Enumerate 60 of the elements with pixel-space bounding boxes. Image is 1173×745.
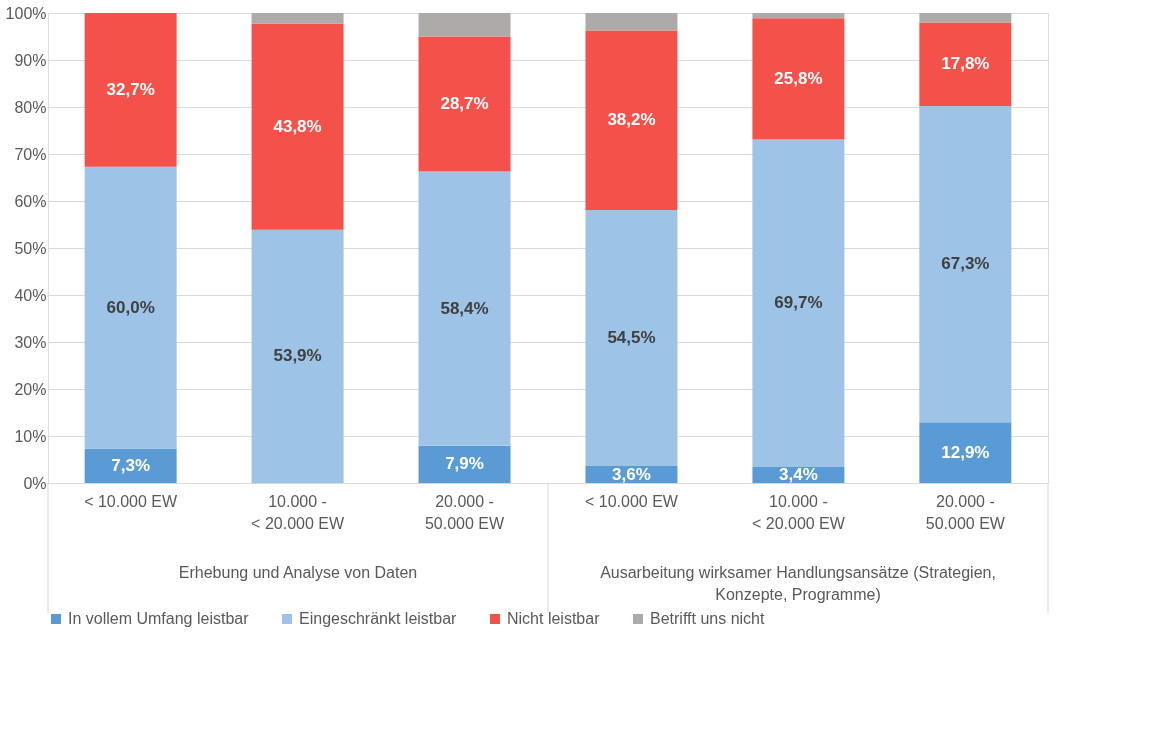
y-tick-label: 10%: [14, 427, 47, 445]
data-label: 12,9%: [941, 442, 990, 462]
legend-label: Betrifft uns nicht: [650, 610, 765, 627]
data-label: 3,4%: [779, 465, 818, 485]
y-tick-label: 100%: [5, 4, 47, 22]
legend-label: Eingeschränkt leistbar: [299, 610, 458, 627]
x-tick-label: < 10.000 EW: [585, 492, 679, 510]
data-label: 69,7%: [774, 293, 823, 313]
y-tick-label: 30%: [14, 333, 47, 351]
data-label: 54,5%: [607, 328, 656, 348]
data-label: 25,8%: [774, 68, 823, 88]
bar: [251, 23, 344, 230]
bar: [84, 13, 177, 167]
bar: [84, 166, 177, 449]
text: Ausarbeitung wirksamer Handlungsansätze (Strategien, Konzepte, Programme): [600, 564, 996, 603]
data-label: 3,6%: [612, 464, 651, 484]
bar: [418, 13, 511, 37]
bar: [418, 36, 511, 172]
y-tick-label: 90%: [14, 51, 47, 69]
bar: [919, 106, 1012, 423]
bar: [418, 171, 511, 446]
bar: [752, 139, 845, 468]
legend-label: In vollem Umfang leistbar: [68, 610, 250, 627]
y-tick-label: 60%: [14, 192, 47, 210]
data-label: 53,9%: [273, 346, 322, 366]
bar: [919, 22, 1012, 107]
legend-label: Nicht leistbar: [507, 610, 601, 627]
y-tick-label: 40%: [14, 286, 47, 304]
y-tick-label: 0%: [23, 474, 47, 492]
data-label: 43,8%: [273, 116, 322, 136]
data-label: 60,0%: [106, 297, 155, 317]
data-label: 7,3%: [111, 455, 151, 475]
data-label: 32,7%: [106, 79, 155, 99]
y-tick-label: 20%: [14, 380, 47, 398]
y-tick-label: 80%: [14, 98, 47, 116]
bar: [919, 13, 1012, 23]
bar: [585, 13, 678, 31]
data-label: 38,2%: [607, 110, 656, 130]
data-label: 67,3%: [941, 254, 990, 274]
data-label: 17,8%: [941, 54, 990, 74]
bar: [919, 422, 1012, 483]
y-tick-label: 50%: [14, 239, 47, 257]
bar: [418, 445, 511, 483]
x-tick-label: 10.000 - < 20.000 EW: [251, 492, 345, 532]
bar: [585, 209, 678, 467]
x-tick-label: 20.000 - 50.000 EW: [925, 492, 1006, 532]
bar: [752, 18, 845, 140]
bar: [752, 13, 845, 19]
y-tick-label: 70%: [14, 145, 47, 163]
x-tick-label: 20.000 - 50.000 EW: [424, 492, 505, 532]
data-label: 7,9%: [445, 454, 484, 474]
x-tick-label: < 10.000 EW: [84, 492, 178, 510]
text: Erhebung und Analyse von Daten: [178, 564, 418, 581]
data-label: 58,4%: [440, 298, 489, 318]
bar: [84, 448, 177, 483]
bar: [585, 30, 678, 210]
x-tick-label: 10.000 - < 20.000 EW: [751, 492, 846, 532]
bar: [251, 229, 344, 483]
bar: [251, 13, 344, 24]
data-label: 28,7%: [440, 93, 489, 113]
